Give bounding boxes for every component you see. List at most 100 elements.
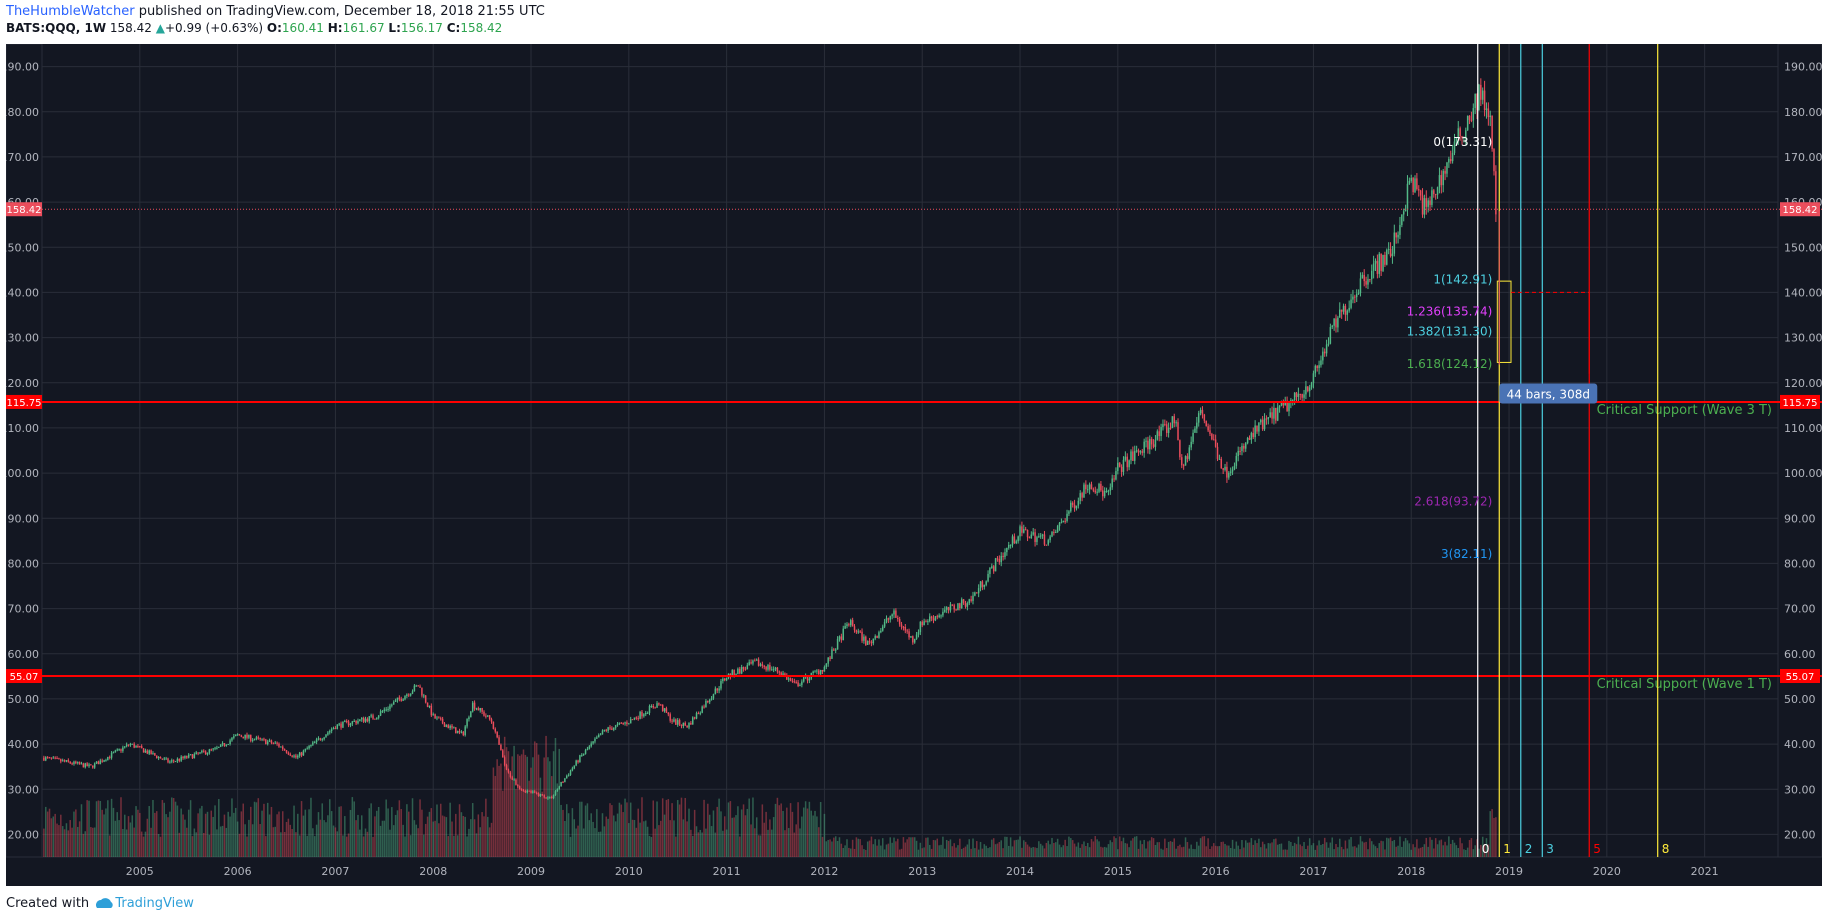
candle-body: [389, 705, 391, 709]
volume-bar: [729, 801, 732, 857]
volume-bar: [522, 749, 525, 857]
candle-body: [1344, 305, 1347, 315]
volume-bar: [1355, 847, 1358, 857]
volume-bar: [54, 813, 56, 857]
volume-bar: [921, 848, 923, 857]
candle-body: [844, 626, 846, 629]
volume-bar: [712, 810, 715, 857]
author-link[interactable]: TheHumbleWatcher: [6, 4, 135, 19]
price-change: +0.99 (+0.63%): [164, 21, 264, 35]
candle-body: [872, 638, 875, 644]
volume-bar: [1218, 846, 1221, 857]
volume-bar: [1275, 838, 1277, 857]
candle-body: [451, 725, 453, 728]
candle-body: [487, 715, 489, 717]
volume-bar: [1280, 843, 1283, 857]
candle-body: [391, 704, 393, 706]
volume-bar: [789, 803, 792, 857]
candle-body: [710, 698, 713, 700]
x-tick-label: 2013: [908, 865, 936, 878]
candle-body: [605, 729, 607, 731]
tradingview-brand[interactable]: TradingView: [115, 896, 194, 911]
candle-body: [639, 711, 641, 719]
candle-body: [73, 761, 75, 765]
candle-body: [360, 717, 363, 720]
candle-body: [1156, 431, 1159, 440]
candle-body: [1102, 490, 1104, 497]
volume-bar: [234, 807, 237, 857]
candle-body: [295, 755, 297, 758]
volume-bar: [1438, 840, 1441, 857]
candle-body: [293, 755, 295, 757]
volume-bar: [302, 815, 305, 857]
volume-bar: [293, 805, 295, 857]
volume-bar: [1293, 842, 1296, 857]
candle-body: [1122, 459, 1125, 472]
candle-body: [502, 750, 504, 758]
volume-bar: [658, 825, 660, 857]
candle-body: [782, 673, 784, 675]
candle-body: [392, 701, 395, 705]
candle-body: [312, 742, 314, 745]
candle-body: [1397, 234, 1399, 238]
volume-bar: [1118, 836, 1121, 857]
fib-level-label: 1.236(135.74): [1407, 305, 1493, 319]
volume-bar: [1493, 817, 1495, 857]
candle-body: [1404, 209, 1407, 212]
candle-body: [868, 641, 871, 643]
volume-bar: [795, 824, 797, 857]
volume-bar: [545, 735, 547, 857]
candle-body: [802, 677, 805, 682]
candle-body: [1463, 137, 1465, 139]
volume-bar: [895, 841, 897, 857]
volume-bar: [673, 820, 675, 857]
candle-body: [1066, 513, 1068, 521]
candle-body: [564, 778, 566, 783]
volume-bar: [1372, 844, 1375, 857]
candle-body: [300, 752, 303, 756]
candle-body: [246, 734, 248, 738]
volume-bar: [1449, 843, 1452, 857]
volume-bar: [1307, 845, 1309, 857]
candle-body: [488, 715, 491, 720]
volume-bar: [614, 821, 617, 857]
volume-bar: [842, 848, 844, 857]
volume-bar: [1316, 845, 1318, 857]
volume-bar: [297, 813, 299, 857]
volume-bar: [291, 829, 293, 857]
volume-bar: [1175, 848, 1177, 857]
y-tick-label-left: 100.00: [6, 467, 39, 480]
candle-body: [944, 609, 946, 612]
volume-bar: [1009, 837, 1012, 857]
volume-bar: [1260, 847, 1262, 857]
candle-body: [543, 795, 545, 798]
candle-body: [915, 634, 918, 639]
candle-body: [919, 621, 922, 633]
candle-body: [1444, 170, 1446, 174]
volume-bar: [1329, 842, 1332, 857]
volume-bar: [325, 822, 327, 857]
volume-bar: [771, 829, 773, 857]
measure-label: 44 bars, 308d: [1507, 388, 1590, 402]
volume-bar: [938, 845, 940, 857]
volume-bar: [1284, 849, 1286, 857]
volume-bar: [240, 811, 243, 857]
fib-level-label: 3(82.11): [1441, 547, 1492, 561]
open-label: O:: [266, 21, 282, 35]
candle-body: [665, 708, 668, 713]
candle-body: [1414, 178, 1416, 193]
volume-bar: [1402, 841, 1405, 857]
candle-body: [1073, 504, 1076, 509]
candle-body: [938, 615, 940, 617]
y-tick-label-right: 180.00: [1784, 106, 1822, 119]
volume-bar: [214, 805, 216, 857]
candle-body: [1032, 532, 1034, 535]
candle-body: [669, 714, 671, 721]
candle-body: [199, 752, 201, 754]
candle-body: [1273, 407, 1275, 419]
volume-bar: [727, 802, 730, 857]
candle-body: [675, 719, 677, 725]
price-chart[interactable]: 190.00190.00180.00180.00170.00170.00160.…: [6, 44, 1822, 886]
y-tick-label-left: 60.00: [8, 648, 40, 661]
volume-bar: [1006, 836, 1008, 857]
